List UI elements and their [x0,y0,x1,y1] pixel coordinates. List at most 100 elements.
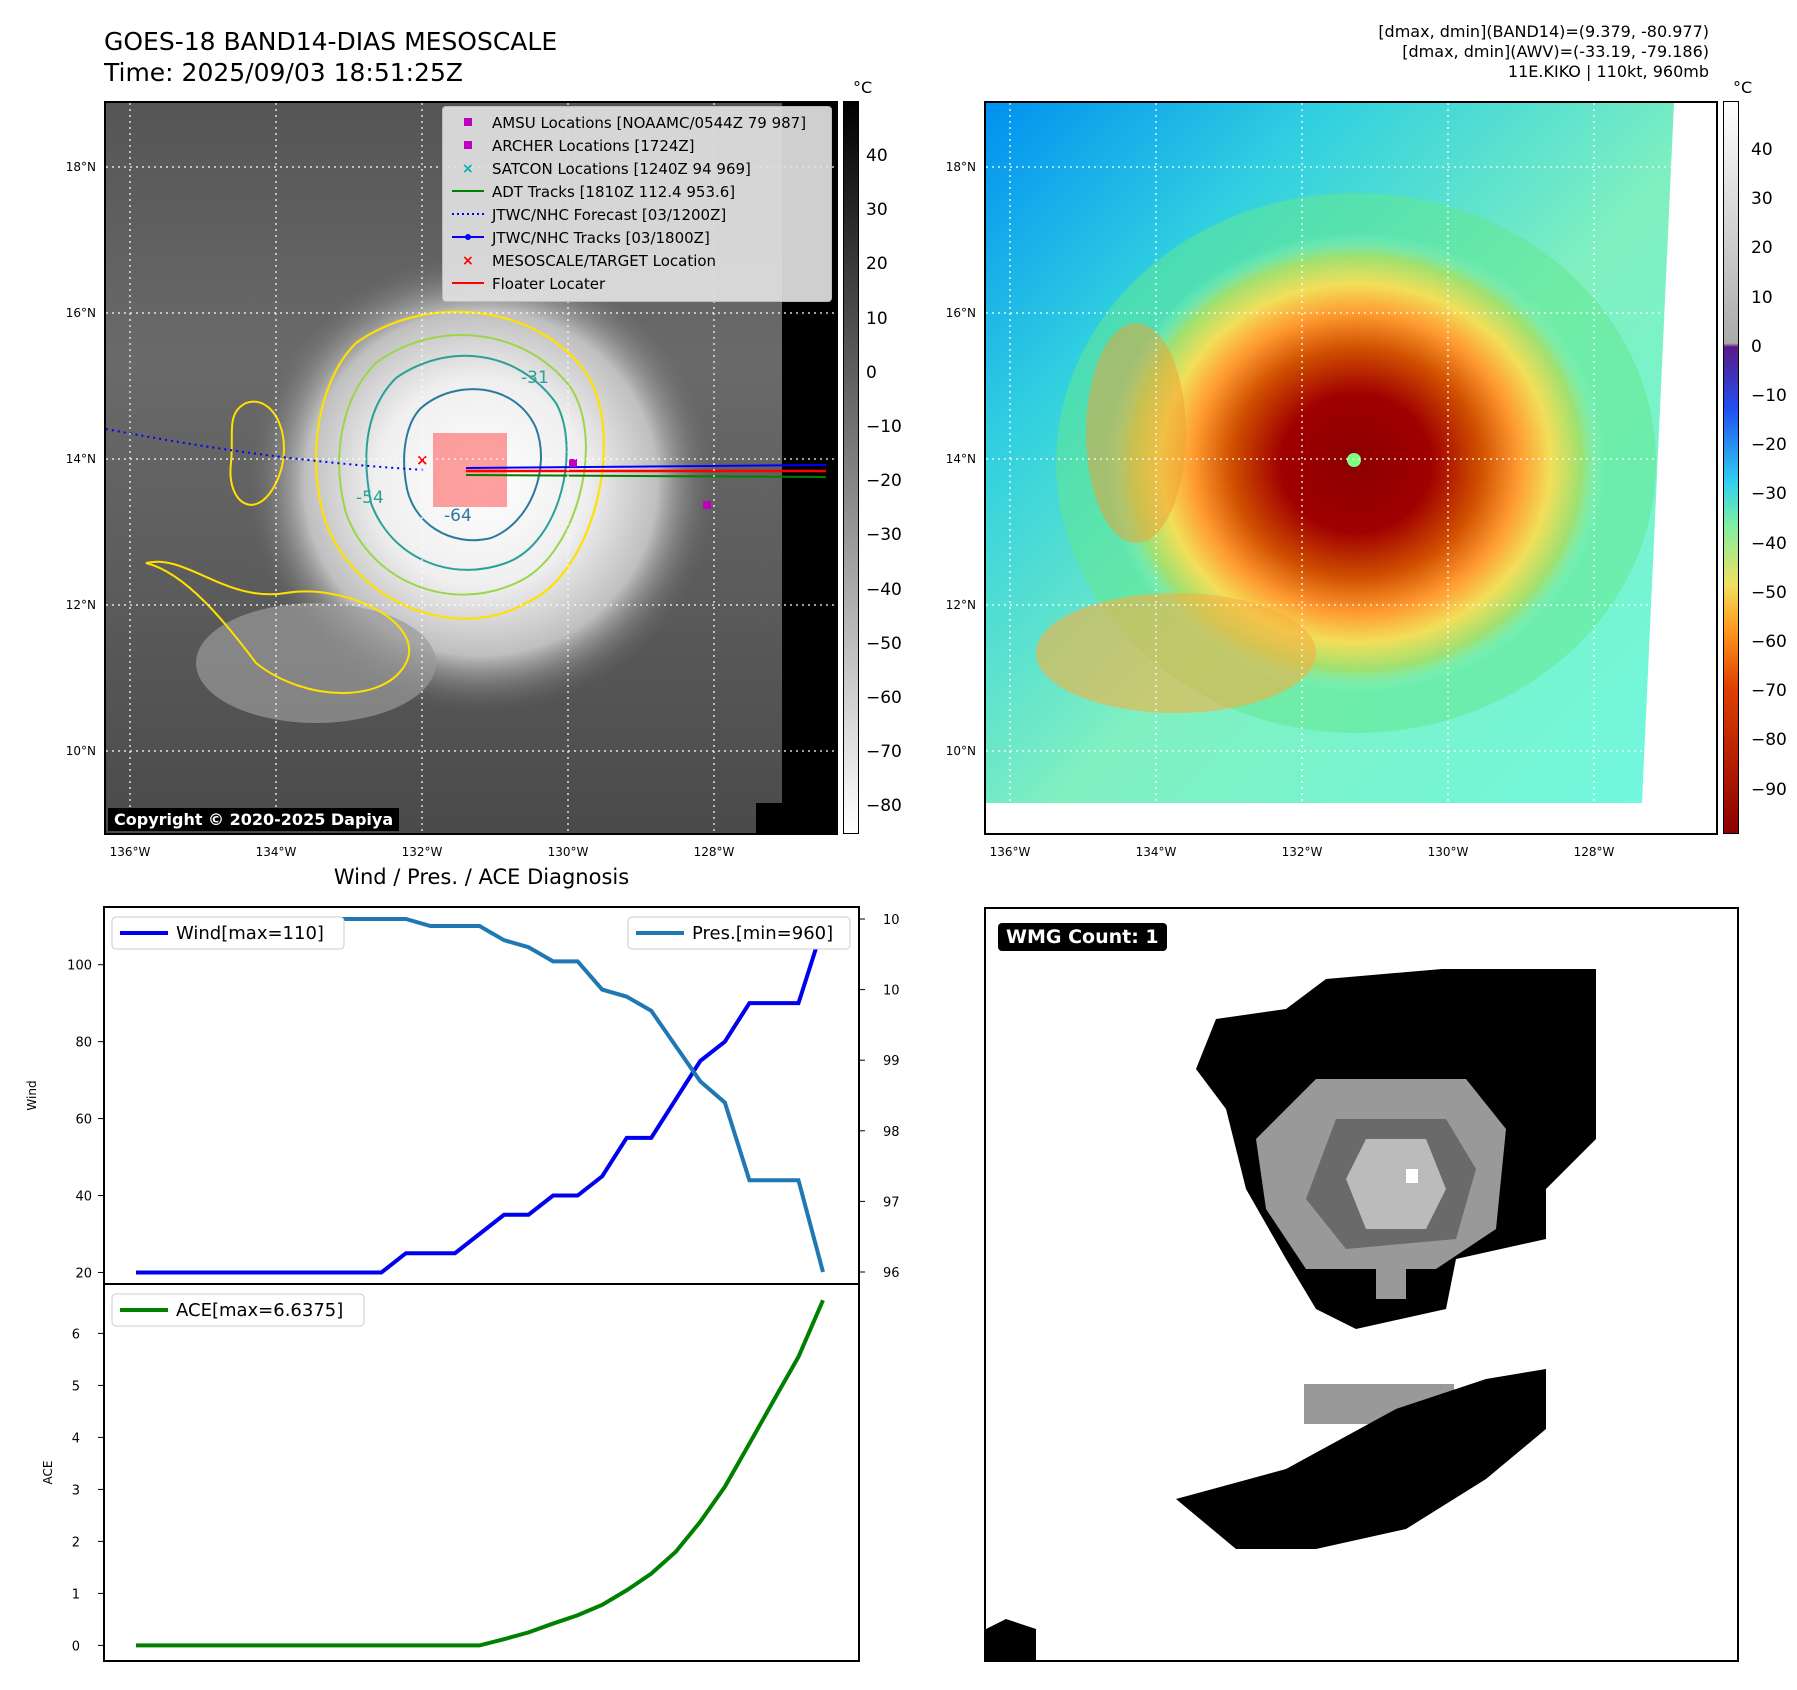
pressure-ytick-label: 990 [883,1054,900,1069]
colorbar-tick-label: 40 [866,146,888,166]
contour-label-64: -64 [444,506,472,526]
lat-label-right-16n: 16°N [945,306,976,320]
target-location-marker: × [416,451,429,469]
ace-ytick-label: 5 [72,1379,80,1394]
colorbar-right [1723,101,1739,834]
legend-item-label: JTWC/NHC Forecast [03/1200Z] [492,206,727,224]
legend-item: × SATCON Locations [1240Z 94 969] [448,158,751,180]
colorbar-tick-label: −20 [866,471,902,492]
pressure-ytick-label: 960 [883,1266,900,1281]
amsu-marker [703,501,711,509]
ir-map-image: -31 -54 -64 × [106,103,836,833]
pressure-legend-label: Pres.[min=960] [692,923,833,944]
forecast-track [106,428,427,471]
jtwc-track [465,464,827,469]
line-marker-icon [448,274,488,296]
colorbar-tick-label: −50 [1751,582,1787,603]
ace-legend-label: ACE[max=6.6375] [176,1300,343,1321]
lat-label-14n: 14°N [65,452,96,466]
wind-legend-label: Wind[max=110] [176,923,324,944]
adt-track [465,474,827,478]
colorbar-tick-label: −70 [1751,681,1787,702]
colorbar-tick-label: −90 [1751,779,1787,800]
svg-text:×: × [462,161,474,175]
wind-ytick-label: 20 [75,1266,92,1281]
x-marker-icon: × [448,251,488,273]
lat-label-16n: 16°N [65,306,96,320]
pressure-ytick-label: 980 [883,1125,900,1140]
awv-map-image [986,103,1716,833]
line-marker-icon [448,205,488,227]
wmg-count-badge: WMG Count: 1 [998,923,1167,951]
map-legend [442,106,832,302]
legend-item-label: JTWC/NHC Tracks [03/1800Z] [492,229,710,247]
line-marker-icon [448,182,488,204]
archer-marker [569,459,577,467]
ace-ytick-label: 6 [72,1327,80,1342]
colorbar-tick-label: 40 [1751,140,1773,160]
lon-label-right-128w: 128°W [1573,845,1615,859]
colorbar-tick-label: −10 [866,417,902,437]
svg-text:×: × [462,253,474,267]
ace-ytick-label: 1 [72,1587,80,1602]
ace-ylabel: ACE [41,1461,55,1485]
legend-item: × MESOSCALE/TARGET Location [448,250,716,272]
colorbar-tick-label: −30 [866,525,902,546]
line-marker-icon [448,228,488,250]
colorbar-left-unit: °C [853,78,873,97]
contour-label-31: -31 [521,368,549,388]
ace-ytick-label: 0 [72,1639,80,1654]
storm-info: [dmax, dmin](BAND14)=(9.379, -80.977) [d… [1378,22,1709,82]
lon-label-right-134w: 134°W [1135,845,1177,859]
contour-label-54: -54 [356,488,384,508]
legend-item: AMSU Locations [NOAAMC/0544Z 79 987] [448,112,806,134]
ace-series-line [136,1299,825,1648]
colorbar-tick-label: 10 [866,308,888,329]
legend-item-label: ADT Tracks [1810Z 112.4 953.6] [492,183,736,201]
lat-label-right-14n: 14°N [945,452,976,466]
legend-item: JTWC/NHC Tracks [03/1800Z] [448,227,710,249]
lon-label-134w: 134°W [255,845,297,859]
colorbar-left [843,101,859,834]
lat-label-12n: 12°N [65,598,96,612]
legend-item: ADT Tracks [1810Z 112.4 953.6] [448,181,735,203]
colorbar-tick-label: 0 [1751,336,1762,357]
colorbar-tick-label: −30 [1751,484,1787,505]
colorbar-tick-label: −60 [866,688,902,708]
info-band14-range: [dmax, dmin](BAND14)=(9.379, -80.977) [1378,22,1709,41]
lon-label-right-132w: 132°W [1281,845,1323,859]
ace-ytick-label: 3 [72,1483,80,1498]
info-awv-range: [dmax, dmin](AWV)=(-33.19, -79.186) [1402,42,1709,61]
colorbar-tick-label: −10 [1751,386,1787,406]
colorbar-tick-label: −20 [1751,435,1787,456]
ir-map-panel: -31 -54 -64 × Copyright © 2020-2025 Dapi… [104,101,838,835]
info-storm: 11E.KIKO | 110kt, 960mb [1507,62,1709,81]
legend-item-label: AMSU Locations [NOAAMC/0544Z 79 987] [492,114,807,132]
pressure-ytick-label: 1000 [883,984,900,999]
colorbar-tick-label: 0 [866,362,877,383]
pressure-ytick-label: 970 [883,1195,900,1210]
square-marker-icon [448,113,488,135]
figure-title: GOES-18 BAND14-DIAS MESOSCALE Time: 2025… [104,26,557,88]
colorbar-tick-label: 20 [866,254,888,275]
lon-label-right-130w: 130°W [1427,845,1469,859]
lon-label-136w: 136°W [109,845,151,859]
diagnosis-chart-title: Wind / Pres. / ACE Diagnosis [333,865,630,889]
lat-label-right-18n: 18°N [945,160,976,174]
colorbar-tick-label: −40 [866,579,902,600]
wmg-image [986,969,1596,1660]
colorbar-tick-label: −40 [1751,533,1787,554]
colorbar-tick-label: −80 [866,796,902,817]
lon-label-130w: 130°W [547,845,589,859]
colorbar-tick-label: −70 [866,742,902,763]
legend-item-label: MESOSCALE/TARGET Location [492,252,717,270]
wind-series-line [136,925,825,1275]
title-product: GOES-18 BAND14-DIAS MESOSCALE [104,27,558,56]
square-marker-icon [448,136,488,158]
lon-label-128w: 128°W [693,845,735,859]
lat-label-10n: 10°N [65,744,96,758]
lon-label-right-136w: 136°W [989,845,1031,859]
legend-item: ARCHER Locations [1724Z] [448,135,695,157]
wind-ytick-label: 100 [67,959,92,974]
